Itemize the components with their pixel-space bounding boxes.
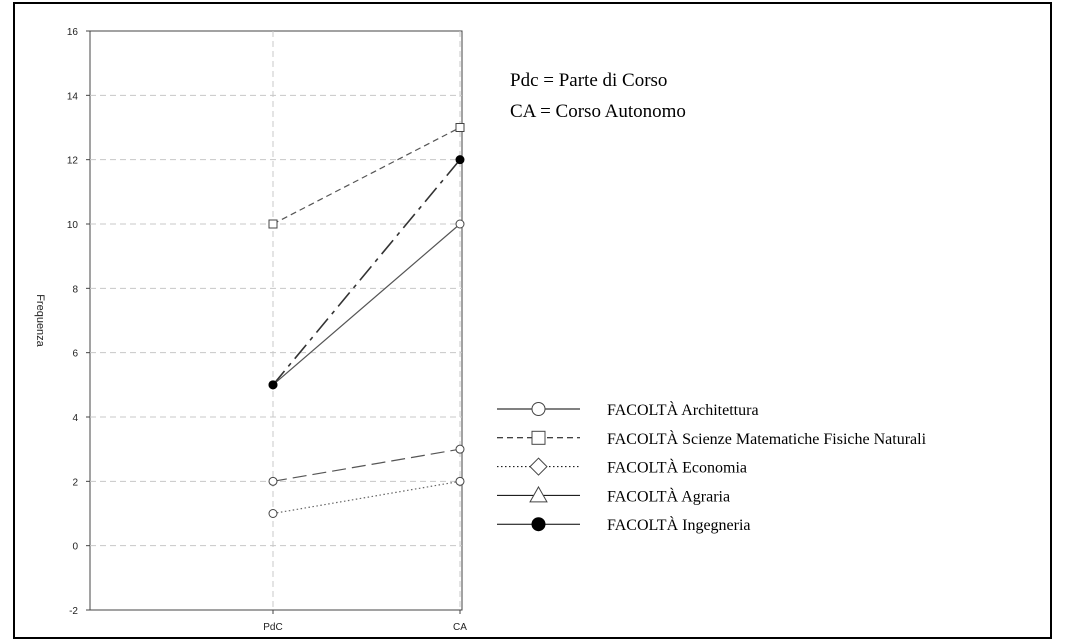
y-tick-label: 16: [67, 27, 79, 38]
y-tick-label: 0: [72, 542, 78, 553]
series-line-1: [272, 126, 461, 225]
legend-label: FACOLTÀ Economia: [607, 458, 747, 477]
data-point: [455, 219, 465, 229]
x-tick-label: PdC: [263, 622, 282, 633]
x-tick-label: CA: [453, 622, 467, 633]
y-tick-label: -2: [69, 606, 78, 617]
legend-marker: [531, 430, 546, 445]
series-line-4: [272, 159, 461, 386]
series-line-3: [272, 448, 461, 482]
plot-area: [89, 30, 463, 611]
data-point: [455, 476, 465, 486]
y-axis-label: Frequenza: [34, 294, 46, 347]
data-point: [268, 380, 278, 390]
note-pdc: Pdc = Parte di Corso: [510, 70, 668, 91]
y-tick-label: 14: [67, 91, 79, 102]
legend-marker: [529, 485, 548, 503]
y-tick-label: 2: [72, 477, 78, 488]
data-point: [268, 509, 278, 518]
data-point: [455, 155, 465, 165]
series-line-2: [272, 480, 461, 515]
data-point: [268, 476, 278, 486]
legend-marker: [531, 402, 546, 416]
note-ca: CA = Corso Autonomo: [510, 101, 686, 122]
y-tick-label: 8: [72, 284, 78, 295]
data-point: [455, 444, 465, 454]
legend-label: FACOLTÀ Scienze Matematiche Fisiche Natu…: [607, 429, 927, 448]
chart-frame: [13, 2, 1052, 639]
data-point: [455, 123, 465, 132]
legend-label: FACOLTÀ Ingegneria: [607, 515, 751, 534]
y-tick-label: 10: [67, 220, 79, 231]
y-tick-label: 6: [72, 349, 78, 360]
legend-label: FACOLTÀ Architettura: [607, 400, 759, 419]
legend-marker: [531, 517, 546, 532]
y-tick-label: 12: [67, 156, 79, 167]
legend-label: FACOLTÀ Agraria: [607, 486, 730, 505]
y-tick-label: 4: [72, 413, 78, 424]
legend-marker: [529, 457, 548, 476]
data-point: [268, 219, 278, 229]
series-line-0: [272, 223, 461, 386]
